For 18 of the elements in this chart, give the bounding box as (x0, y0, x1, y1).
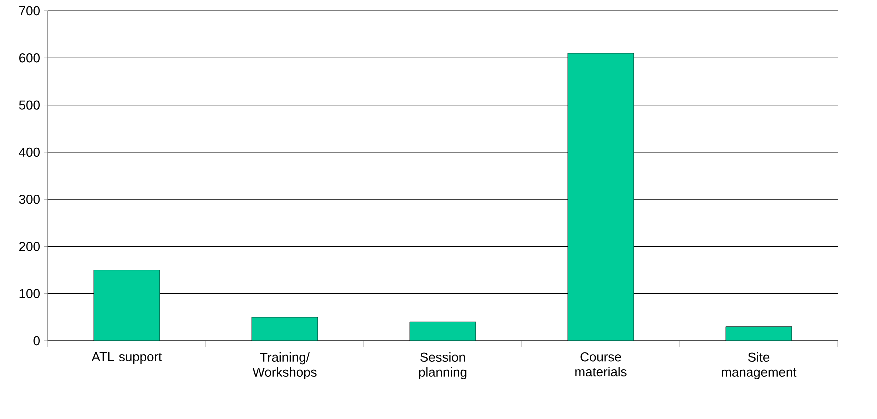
x-tick-label: ATL support (92, 352, 162, 364)
x-tick-label: Training/ Workshops (252, 352, 317, 380)
y-tick-label: 0 (34, 336, 40, 346)
x-tick-label: Site management (722, 352, 797, 380)
y-tick-label: 300 (19, 194, 40, 204)
bar (410, 322, 476, 341)
y-tick-label: 500 (19, 100, 40, 110)
y-tick-label: 700 (20, 6, 40, 16)
bar (252, 317, 318, 341)
bar (94, 270, 160, 341)
y-tick-label: 400 (19, 148, 40, 158)
bar (568, 53, 634, 341)
x-tick-label: Course materials (576, 352, 627, 377)
y-tick-label: 600 (20, 54, 40, 63)
y-tick-label: 200 (20, 242, 40, 252)
bar (726, 326, 792, 341)
y-tick-label: 100 (20, 289, 40, 298)
x-tick-label: Session planning (419, 352, 467, 380)
